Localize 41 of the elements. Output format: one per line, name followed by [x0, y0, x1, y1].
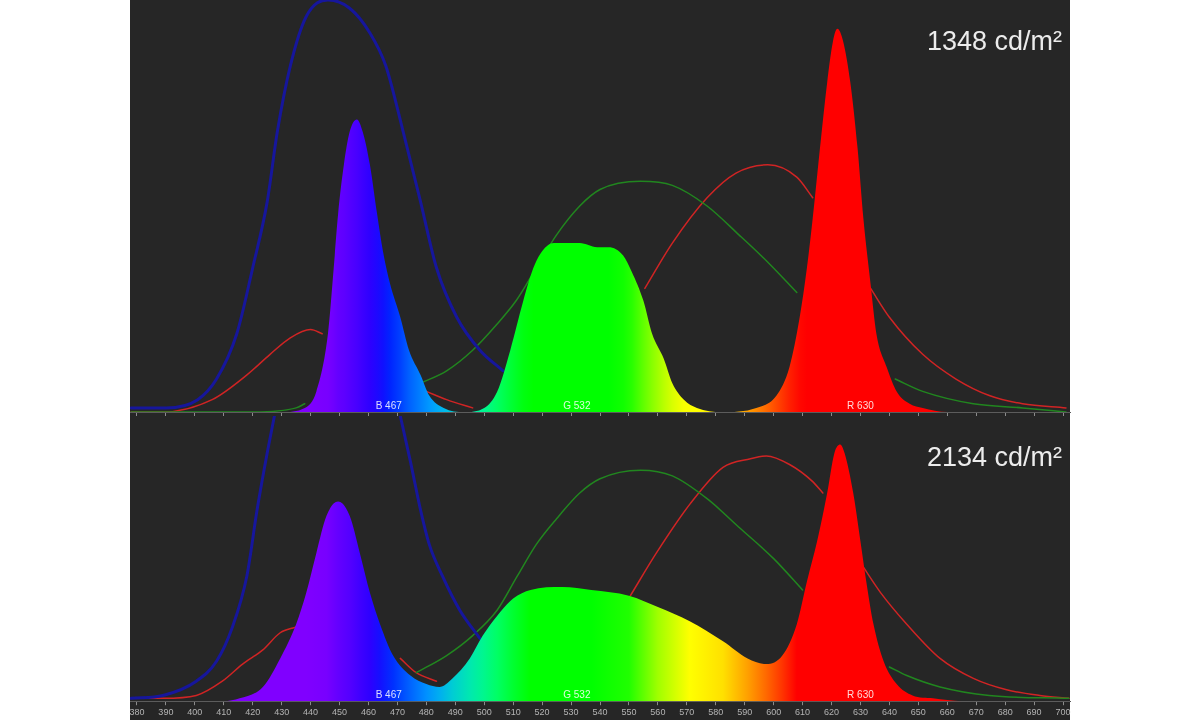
text: 2134 cd/m² — [926, 442, 1062, 472]
x-tick-label: 570 — [679, 707, 695, 718]
x-tick-label: 480 — [418, 707, 434, 718]
annotation: R 630 — [847, 399, 875, 411]
x-tick-label: 420 — [245, 707, 261, 718]
x-tick-label: 590 — [737, 707, 753, 718]
x-tick-label: 440 — [303, 707, 319, 718]
x-tick-label: 500 — [476, 707, 492, 718]
x-tick-label: 670 — [968, 707, 984, 718]
annotation: B 467 — [375, 688, 403, 700]
x-tick-label: 580 — [708, 707, 724, 718]
x-tick-label: 430 — [274, 707, 290, 718]
text: 1348 cd/m² — [926, 26, 1062, 56]
x-tick-label: 640 — [881, 707, 897, 718]
x-tick-label: 560 — [650, 707, 666, 718]
x-tick-label: 530 — [563, 707, 579, 718]
x-tick-label: 690 — [1026, 707, 1042, 718]
annotation: B 467 — [375, 399, 403, 411]
x-tick-label: 680 — [997, 707, 1013, 718]
x-tick-label: 660 — [939, 707, 955, 718]
x-tick-label: 700 — [1055, 707, 1071, 718]
x-tick-label: 470 — [389, 707, 405, 718]
x-tick-label: 550 — [621, 707, 637, 718]
x-tick-label: 400 — [187, 707, 203, 718]
x-tick-label: 450 — [332, 707, 348, 718]
annotation: R 630 — [847, 688, 875, 700]
x-tick-label: 600 — [766, 707, 782, 718]
annotation: G 532 — [563, 688, 591, 700]
x-tick-label: 630 — [852, 707, 868, 718]
x-tick-label: 650 — [910, 707, 926, 718]
x-tick-label: 520 — [534, 707, 550, 718]
x-tick-label: 540 — [592, 707, 608, 718]
x-tick-label: 610 — [795, 707, 811, 718]
x-tick-label: 490 — [447, 707, 463, 718]
x-tick-label: 380 — [129, 707, 145, 718]
x-tick-label: 510 — [505, 707, 521, 718]
annotation: G 532 — [563, 399, 591, 411]
x-tick-label: 390 — [158, 707, 174, 718]
x-tick-label: 620 — [824, 707, 840, 718]
x-tick-label: 410 — [216, 707, 232, 718]
x-tick-label: 460 — [360, 707, 376, 718]
